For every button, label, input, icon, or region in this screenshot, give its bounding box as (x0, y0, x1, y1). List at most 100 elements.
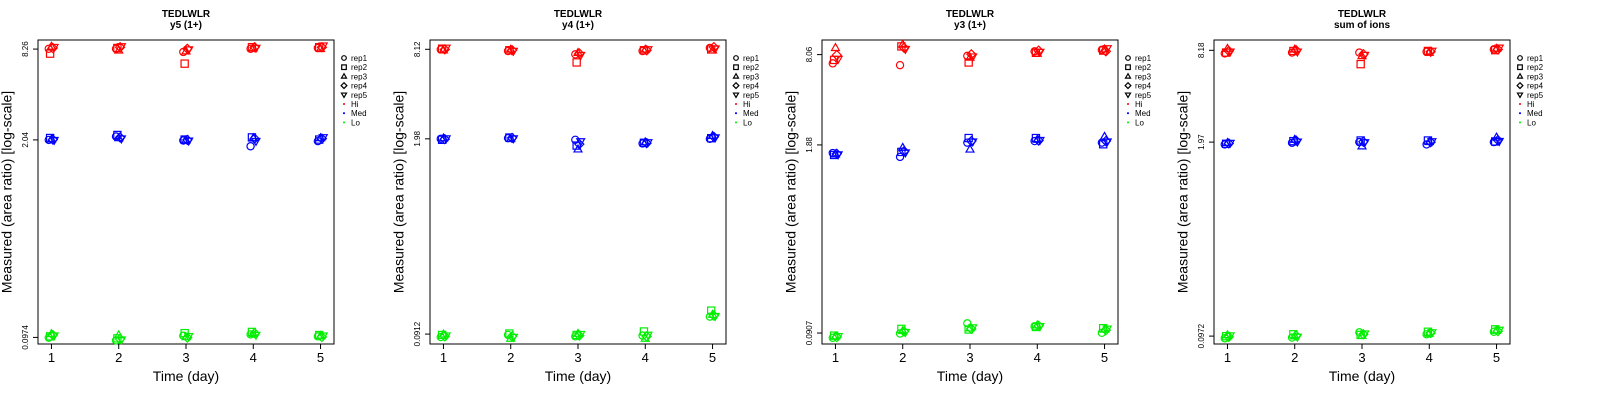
data-point-hi (1032, 48, 1043, 57)
legend-label: rep5 (1527, 91, 1544, 100)
data-point-lo (573, 330, 585, 341)
data-point-med (246, 142, 255, 151)
x-tick-label: 2 (507, 350, 514, 365)
legend-label: rep1 (351, 54, 368, 63)
data-point-hi (895, 60, 905, 70)
data-point-lo (1223, 331, 1235, 343)
data-point-med (439, 133, 451, 145)
legend-symbol (342, 102, 346, 106)
legend-symbol (1126, 112, 1130, 115)
legend-symbol (1126, 102, 1130, 106)
legend-symbol (1126, 121, 1130, 124)
x-tick-label: 4 (1034, 350, 1041, 365)
legend-label: Hi (743, 100, 751, 109)
data-point-lo (963, 319, 972, 328)
x-tick-label: 1 (48, 350, 55, 365)
data-point-med (1225, 139, 1236, 149)
data-point-hi (114, 41, 126, 53)
legend-symbol (734, 102, 738, 106)
data-point-lo (967, 324, 978, 333)
x-tick-label: 1 (440, 350, 447, 365)
y-axis-label: Measured (area ratio) [log-scale] (1175, 91, 1191, 293)
data-point-med (710, 134, 721, 143)
x-tick-label: 5 (1101, 350, 1108, 365)
data-point-med (897, 142, 908, 151)
y-tick-label: 1.98 (413, 130, 422, 146)
data-point-lo (1492, 325, 1504, 337)
data-point-hi (250, 44, 261, 54)
data-point-lo (1494, 326, 1505, 336)
data-point-lo (642, 331, 653, 341)
data-point-lo (572, 328, 584, 337)
legend-label: rep3 (1527, 72, 1544, 81)
x-tick-label: 3 (1358, 350, 1365, 365)
data-point-hi (1425, 46, 1436, 58)
y-tick-label: 0.0972 (1197, 323, 1206, 348)
legend-symbol (733, 55, 739, 61)
legend-label: rep3 (351, 72, 368, 81)
legend-symbol (1124, 81, 1132, 90)
y-tick-label: 0.0974 (21, 325, 30, 350)
data-point-hi (316, 41, 328, 53)
x-axis-label: Time (day) (545, 368, 611, 384)
plot-frame (37, 39, 335, 345)
legend-symbol (734, 112, 738, 115)
data-point-lo (831, 331, 843, 343)
data-point-hi (900, 45, 911, 55)
data-point-med (900, 149, 911, 158)
data-point-lo (965, 323, 977, 335)
data-point-hi (1359, 51, 1370, 61)
x-tick-label: 3 (574, 350, 581, 365)
x-tick-label: 3 (182, 350, 189, 365)
data-point-hi (1494, 44, 1505, 54)
legend-symbol (732, 92, 740, 99)
data-point-hi (830, 42, 841, 52)
legend-label: Lo (743, 118, 752, 127)
data-point-lo (315, 330, 326, 339)
legend-label: Lo (1135, 118, 1144, 127)
chart-subtitle: y4 (1+) (562, 20, 594, 31)
legend-symbol (1518, 112, 1522, 115)
legend-label: Lo (1527, 118, 1536, 127)
x-tick-label: 2 (1291, 350, 1298, 365)
data-point-med (967, 138, 978, 148)
data-point-hi (641, 44, 652, 56)
x-tick-label: 5 (1493, 350, 1500, 365)
y-axis-label: Measured (area ratio) [log-scale] (0, 91, 15, 293)
data-point-hi (1034, 48, 1045, 58)
data-point-med (575, 138, 586, 147)
legend-label: rep2 (351, 63, 368, 72)
data-point-hi (1102, 45, 1113, 54)
data-point-lo (1292, 333, 1303, 343)
data-point-med (1359, 139, 1370, 148)
data-point-hi (1292, 48, 1303, 58)
legend-symbol (1516, 72, 1524, 79)
legend-label: rep1 (743, 54, 760, 63)
data-point-lo (833, 333, 844, 342)
plot-frame (821, 39, 1119, 345)
legend-label: rep1 (1527, 54, 1544, 63)
data-point-hi (967, 53, 978, 62)
x-tick-label: 1 (1224, 350, 1231, 365)
x-tick-label: 5 (317, 350, 324, 365)
data-point-lo (1100, 324, 1112, 336)
data-point-med (508, 135, 519, 144)
data-point-lo (1426, 329, 1437, 338)
data-point-hi (833, 55, 844, 65)
legend-label: rep5 (743, 91, 760, 100)
data-point-lo (439, 330, 451, 342)
legend-symbol (1125, 64, 1131, 71)
data-point-hi (710, 45, 721, 55)
chart-subtitle: y3 (1+) (954, 20, 986, 31)
data-point-lo (318, 332, 329, 342)
data-point-hi (707, 44, 718, 54)
data-point-lo (1102, 325, 1113, 335)
y-tick-label: 8.18 (1197, 42, 1206, 58)
data-point-med (1426, 138, 1437, 147)
legend-symbol (1516, 92, 1524, 99)
data-point-hi (508, 47, 519, 57)
legend-symbol (340, 72, 348, 79)
data-point-hi (1423, 46, 1433, 56)
data-point-lo (183, 333, 194, 342)
